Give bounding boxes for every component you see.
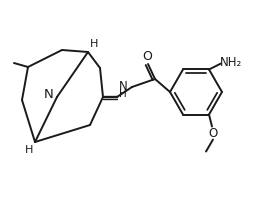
Text: O: O — [142, 50, 152, 64]
Text: N: N — [119, 79, 127, 92]
Text: O: O — [208, 127, 218, 140]
Text: H: H — [90, 39, 98, 49]
Text: H: H — [119, 89, 127, 99]
Text: H: H — [25, 145, 33, 155]
Text: NH₂: NH₂ — [220, 56, 242, 69]
Text: N: N — [44, 88, 54, 102]
